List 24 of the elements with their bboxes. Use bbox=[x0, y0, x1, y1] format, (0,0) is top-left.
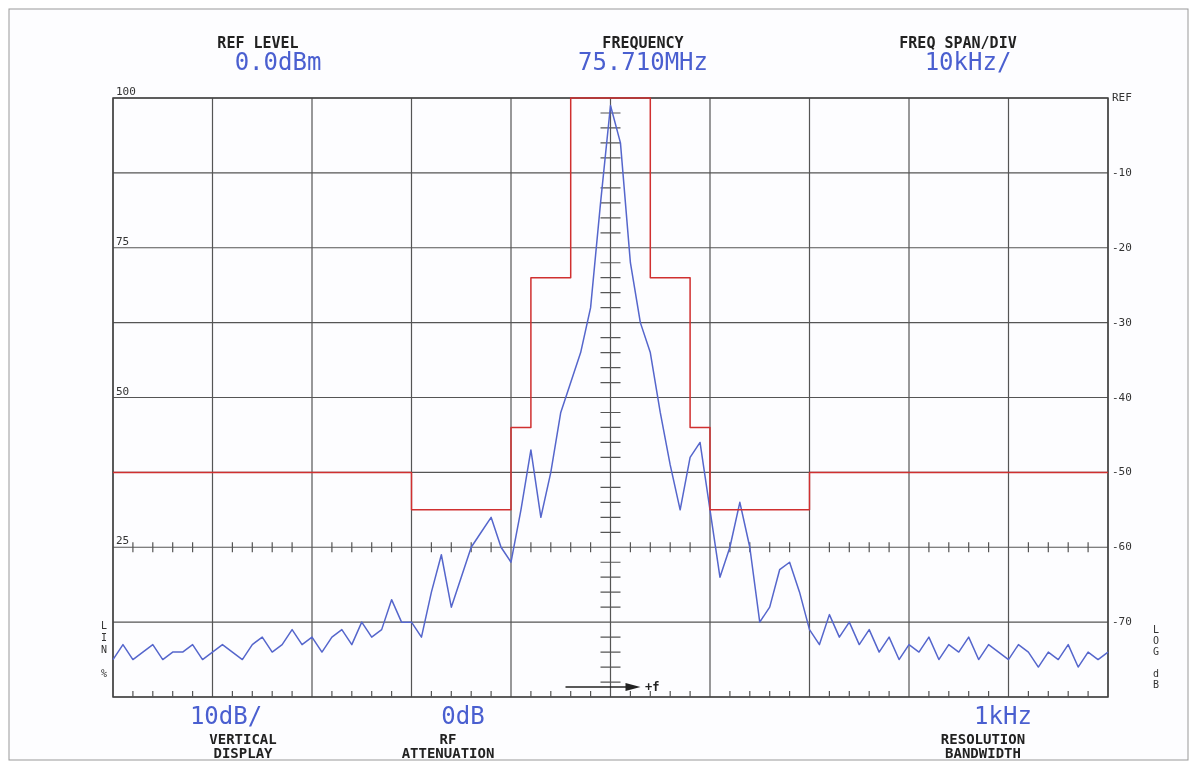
annotation: +f bbox=[645, 680, 660, 694]
y2-tick-label: -40 bbox=[1112, 390, 1132, 404]
y2-tick-label: -10 bbox=[1112, 165, 1132, 179]
text: VERTICAL DISPLAY bbox=[209, 731, 277, 761]
y-tick-label: 50 bbox=[116, 384, 130, 398]
y2-tick-label: -30 bbox=[1112, 315, 1132, 329]
y2-tick-label: -20 bbox=[1112, 240, 1132, 254]
line-series bbox=[112, 104, 1109, 668]
y2-tick-label: -50 bbox=[1112, 465, 1132, 479]
y2-axis-title: LOG dB bbox=[1152, 624, 1160, 690]
text: 1kHz bbox=[974, 702, 1032, 730]
text: RESOLUTION BANDWIDTH bbox=[940, 731, 1026, 761]
y-tick-label: 75 bbox=[116, 234, 130, 248]
text: 10dB/ bbox=[189, 702, 263, 730]
text: RF ATTENUATION bbox=[401, 731, 495, 761]
y2-tick-label: -70 bbox=[1112, 615, 1132, 629]
y2-tick-label: REF bbox=[1112, 91, 1132, 104]
text: 0dB bbox=[441, 702, 485, 730]
text: FREQ SPAN/DIV bbox=[899, 34, 1017, 52]
text: LIN % bbox=[100, 620, 108, 679]
y-tick-label: 100 bbox=[116, 85, 136, 98]
y-tick-label: 25 bbox=[116, 534, 130, 548]
text: FREQUENCY bbox=[602, 34, 684, 52]
y2-tick-label: -60 bbox=[1112, 540, 1132, 554]
